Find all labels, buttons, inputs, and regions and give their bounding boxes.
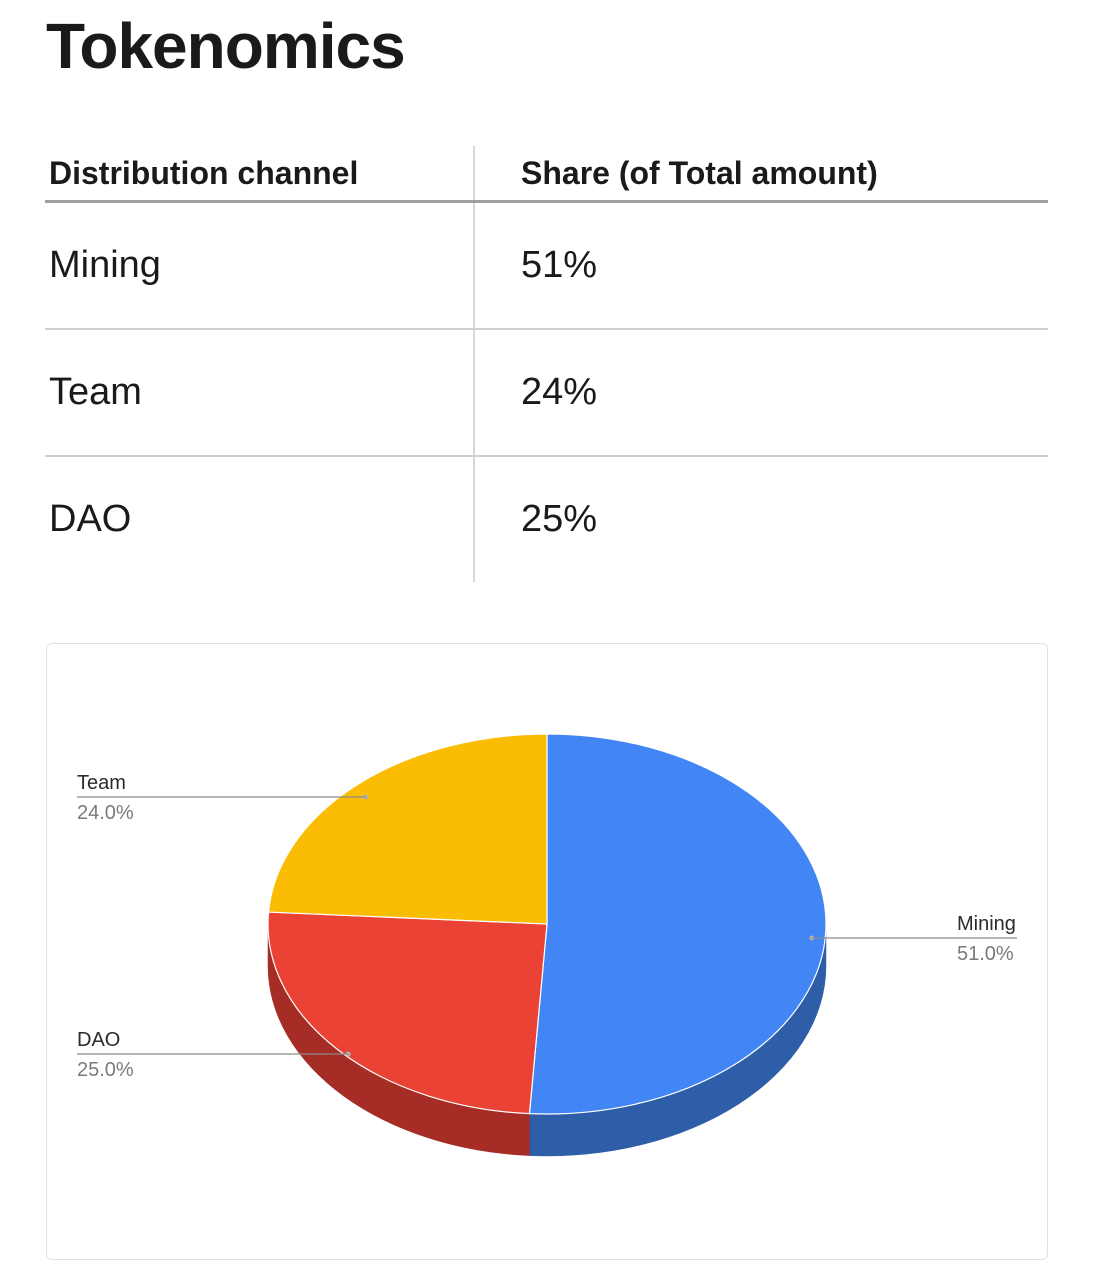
distribution-table: Distribution channel Share (of Total amo… <box>45 146 1048 582</box>
cell-channel: Mining <box>45 201 474 330</box>
column-header-channel: Distribution channel <box>45 146 474 203</box>
cell-channel: Team <box>45 329 474 457</box>
pie-label-value: 51.0% <box>957 943 1014 965</box>
table-row: Mining 51% <box>45 201 1048 330</box>
page-title: Tokenomics <box>46 10 406 82</box>
pie-label-name: DAO <box>77 1029 120 1051</box>
pie-label-mining: Mining 51.0% <box>809 913 1017 965</box>
pie-slice-dao <box>267 911 548 1115</box>
pie-top-group <box>267 733 827 1115</box>
pie-label-value: 24.0% <box>77 802 134 824</box>
pie-label-name: Team <box>77 772 126 794</box>
cell-share: 25% <box>473 456 1048 582</box>
table-header-row: Distribution channel Share (of Total amo… <box>45 146 1048 203</box>
cell-channel: DAO <box>49 498 132 540</box>
pie-label-name: Mining <box>957 913 1016 935</box>
pie-chart: Mining 51.0% DAO 25.0% Team 24.0% <box>77 733 1017 1157</box>
pie-label-value: 25.0% <box>77 1059 134 1081</box>
table-row: Team 24% <box>45 329 1048 457</box>
pie-slice-mining <box>528 733 827 1115</box>
column-header-share: Share (of Total amount) <box>473 146 1048 203</box>
table-row: DAO 25% <box>45 456 1048 582</box>
pie-slice-team <box>267 733 548 925</box>
pie-chart-card: Mining 51.0% DAO 25.0% Team 24.0% <box>46 643 1048 1260</box>
cell-share: 24% <box>473 329 1048 457</box>
cell-share: 51% <box>473 201 1048 330</box>
pie-label-dao: DAO 25.0% <box>77 1029 351 1081</box>
pie-label-team: Team 24.0% <box>77 772 369 824</box>
